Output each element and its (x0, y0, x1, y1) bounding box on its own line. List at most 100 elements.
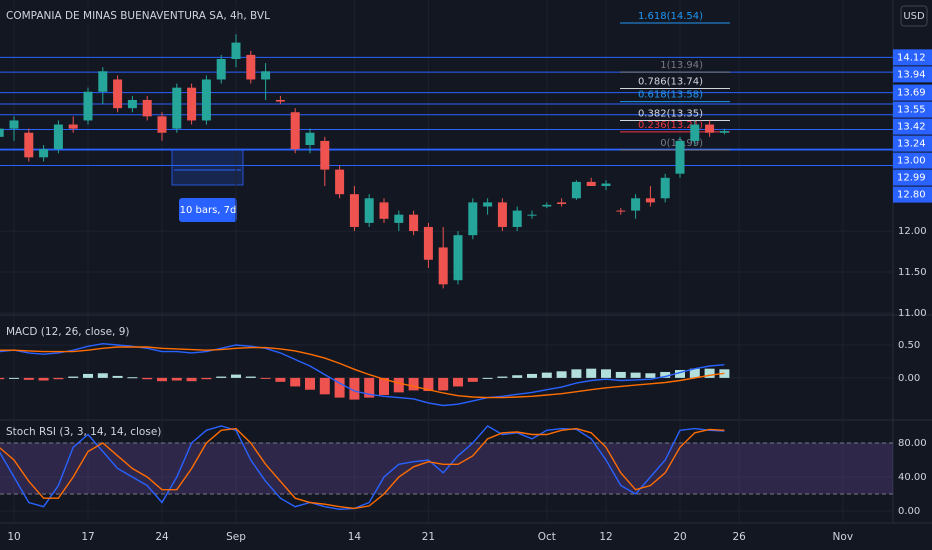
candle-body (660, 177, 670, 199)
candle-body (246, 54, 256, 80)
histogram-bar (349, 377, 360, 400)
candle-body (586, 181, 596, 186)
candle-body (631, 198, 641, 211)
candle-body (453, 235, 463, 281)
price-label: 13.42 (897, 122, 926, 133)
histogram-bar (142, 377, 153, 380)
candle-body (527, 214, 537, 216)
price-label: 13.55 (897, 105, 926, 116)
candle-body (142, 99, 152, 117)
histogram-bar (0, 377, 5, 380)
price-label-box (893, 186, 932, 203)
price-label-box (893, 118, 932, 135)
histogram-bar (689, 368, 700, 378)
candle-body (379, 202, 389, 219)
y-tick-label: 11.00 (898, 308, 927, 319)
histogram-bar (482, 377, 493, 379)
candle-body (675, 140, 685, 174)
measure-box (179, 198, 237, 222)
currency-box[interactable] (900, 5, 928, 27)
price-label: 14.12 (897, 52, 926, 63)
candle-body (290, 112, 300, 150)
x-tick-label: 24 (155, 531, 169, 543)
candle-body (483, 202, 493, 207)
histogram-bar (364, 377, 375, 398)
histogram-bar (497, 376, 508, 378)
histogram-bar (630, 372, 641, 378)
histogram-bar (571, 369, 582, 378)
candle-body (172, 87, 182, 129)
candle-body (53, 124, 63, 150)
candle-body (542, 204, 552, 207)
histogram-bar (275, 377, 286, 382)
candle-body (557, 202, 567, 205)
x-tick-label: Oct (538, 531, 556, 543)
price-label-box (893, 152, 932, 169)
x-tick-label: 21 (422, 531, 435, 543)
histogram-bar (216, 376, 227, 378)
histogram-bar (438, 377, 449, 391)
x-tick-label: 26 (733, 531, 747, 543)
candle-body (468, 202, 478, 236)
histogram-bar (601, 369, 611, 378)
candle-body (719, 131, 729, 133)
histogram-bar (675, 369, 685, 378)
histogram-bar (290, 377, 301, 387)
pane-title: MACD (12, 26, close, 9) (6, 326, 129, 338)
histogram-bar (260, 377, 271, 379)
price-label-box (893, 66, 932, 83)
series-line (0, 346, 725, 399)
histogram-bar (38, 377, 49, 381)
y-tick-label: 0.00 (898, 506, 920, 517)
candle-body (394, 214, 404, 223)
histogram-bar (645, 373, 656, 378)
y-tick-label: 40.00 (898, 472, 927, 483)
histogram-bar (245, 376, 256, 378)
histogram-bar (527, 373, 537, 378)
price-label-box (893, 84, 932, 101)
x-tick-label: 20 (673, 531, 686, 543)
histogram-bar (541, 372, 552, 378)
candle-body (187, 87, 197, 121)
histogram-bar (512, 375, 523, 378)
y-tick-label: 12.00 (898, 226, 927, 237)
candle-body (616, 210, 626, 212)
fib-label: 0.236(13.21) (638, 120, 703, 131)
price-label: 12.99 (897, 173, 926, 184)
candle-body (216, 58, 226, 80)
price-label-box (893, 169, 932, 186)
measure-area (171, 149, 244, 186)
histogram-bar (379, 377, 389, 395)
histogram-bar (112, 375, 123, 378)
price-label: 13.00 (897, 156, 926, 167)
x-tick-label: Nov (833, 531, 854, 543)
measure-label: 10 bars, 7d (180, 205, 237, 216)
price-label-box (893, 101, 932, 118)
series-line (0, 342, 725, 407)
histogram-bar (83, 373, 93, 378)
candle-body (0, 128, 4, 137)
candle-body (39, 149, 49, 158)
candle-body (231, 42, 241, 59)
histogram-bar (53, 377, 64, 380)
candle-body (9, 120, 19, 129)
candle-body (320, 140, 330, 170)
candle-body (68, 124, 78, 129)
pane-title: Stoch RSI (3, 3, 14, 14, close) (6, 426, 161, 438)
histogram-bar (334, 377, 345, 398)
series-line (0, 425, 725, 511)
candle-body (201, 79, 211, 121)
candle-body (349, 194, 359, 227)
histogram-bar (201, 377, 212, 380)
histogram-bar (9, 377, 19, 379)
histogram-bar (408, 377, 419, 391)
y-tick-label: 0.00 (898, 373, 920, 384)
histogram-bar (615, 371, 626, 378)
histogram-bar (393, 377, 404, 393)
x-tick-label: 17 (81, 531, 94, 543)
histogram-bar (171, 377, 182, 381)
currency[interactable]: USD (903, 11, 925, 22)
fib-label: 0.618(13.58) (638, 90, 703, 101)
